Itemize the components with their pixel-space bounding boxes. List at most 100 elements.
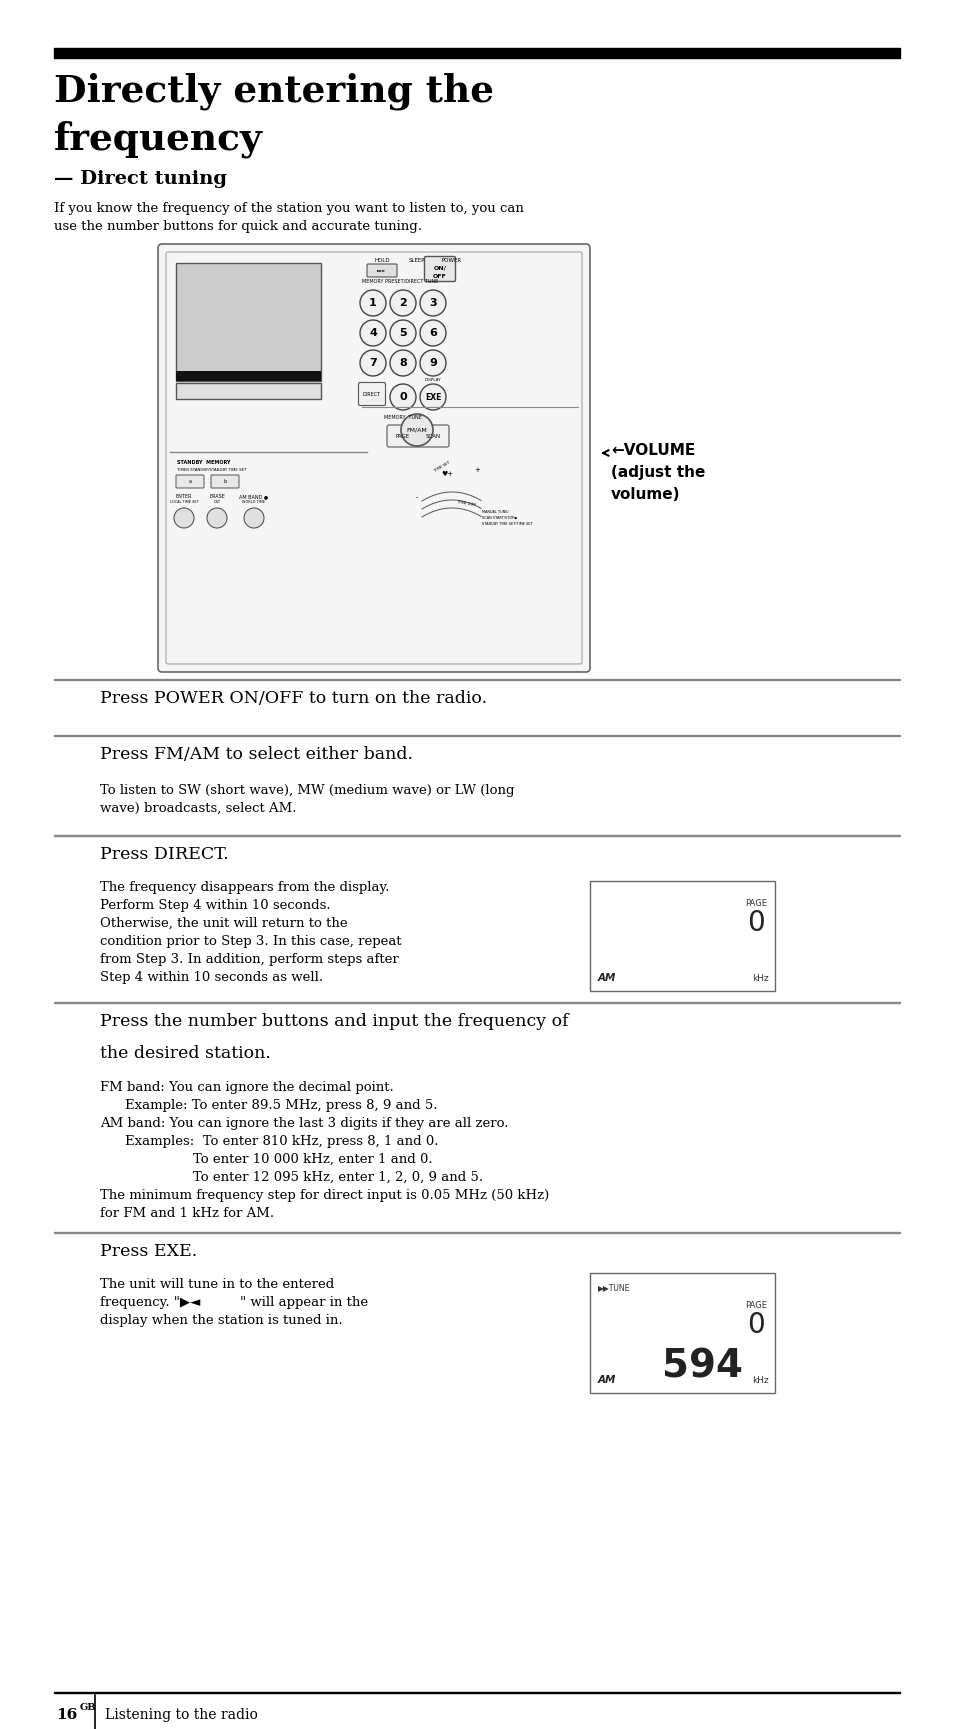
Text: DIRECT: DIRECT xyxy=(362,391,380,396)
Text: MEMORY PRESET/DIRECT TUNE: MEMORY PRESET/DIRECT TUNE xyxy=(361,278,437,284)
Circle shape xyxy=(390,320,416,346)
FancyBboxPatch shape xyxy=(416,425,449,448)
Text: Press the number buttons and input the frequency of: Press the number buttons and input the f… xyxy=(100,1013,568,1030)
Text: display when the station is tuned in.: display when the station is tuned in. xyxy=(100,1314,342,1326)
Text: To listen to SW (short wave), MW (medium wave) or LW (long
wave) broadcasts, sel: To listen to SW (short wave), MW (medium… xyxy=(100,783,514,814)
Text: PAGE: PAGE xyxy=(744,899,766,908)
Text: DST: DST xyxy=(213,500,220,503)
Text: If you know the frequency of the station you want to listen to, you can
use the : If you know the frequency of the station… xyxy=(54,202,523,233)
Text: AM band: You can ignore the last 3 digits if they are all zero.: AM band: You can ignore the last 3 digit… xyxy=(100,1117,508,1131)
Circle shape xyxy=(359,349,386,375)
Text: — Direct tuning: — Direct tuning xyxy=(54,169,227,188)
Text: 16: 16 xyxy=(56,1708,77,1722)
Circle shape xyxy=(390,384,416,410)
Text: ERASE: ERASE xyxy=(209,494,225,500)
Circle shape xyxy=(400,413,433,446)
Bar xyxy=(175,372,320,380)
Circle shape xyxy=(359,320,386,346)
Circle shape xyxy=(419,290,446,316)
Text: 8: 8 xyxy=(398,358,406,368)
Text: STANDBY  MEMORY: STANDBY MEMORY xyxy=(177,460,231,465)
Text: from Step 3. In addition, perform steps after: from Step 3. In addition, perform steps … xyxy=(100,953,398,967)
Text: WORLD TIME: WORLD TIME xyxy=(242,500,265,503)
Text: frequency. "▶◄   " will appear in the: frequency. "▶◄ " will appear in the xyxy=(100,1297,368,1309)
Text: frequency: frequency xyxy=(54,119,262,157)
Text: kHz: kHz xyxy=(752,973,768,984)
Text: +: + xyxy=(474,467,479,474)
Text: 594: 594 xyxy=(661,1347,742,1385)
Circle shape xyxy=(419,349,446,375)
Text: volume): volume) xyxy=(610,488,679,501)
Circle shape xyxy=(390,349,416,375)
Text: 5: 5 xyxy=(398,329,406,337)
Circle shape xyxy=(390,290,416,316)
FancyBboxPatch shape xyxy=(158,244,589,673)
Circle shape xyxy=(244,508,264,527)
Text: 0: 0 xyxy=(746,909,764,937)
Text: AM: AM xyxy=(598,1375,616,1385)
Text: Press EXE.: Press EXE. xyxy=(100,1243,197,1260)
Text: kHz: kHz xyxy=(752,1376,768,1385)
Text: Example: To enter 89.5 MHz, press 8, 9 and 5.: Example: To enter 89.5 MHz, press 8, 9 a… xyxy=(108,1100,437,1112)
Text: 9: 9 xyxy=(429,358,436,368)
Text: MANUAL TUNE/: MANUAL TUNE/ xyxy=(481,510,508,514)
Text: The frequency disappears from the display.: The frequency disappears from the displa… xyxy=(100,882,389,894)
Text: FM band: You can ignore the decimal point.: FM band: You can ignore the decimal poin… xyxy=(100,1081,394,1094)
Text: 0: 0 xyxy=(398,392,406,403)
Text: 7: 7 xyxy=(369,358,376,368)
Text: Listening to the radio: Listening to the radio xyxy=(105,1708,257,1722)
Bar xyxy=(175,384,320,399)
Text: FM/AM: FM/AM xyxy=(406,427,427,432)
Text: TIME DIFF: TIME DIFF xyxy=(456,500,476,507)
Text: The unit will tune in to the entered: The unit will tune in to the entered xyxy=(100,1278,334,1292)
Text: the desired station.: the desired station. xyxy=(100,1044,271,1062)
Circle shape xyxy=(419,320,446,346)
Text: SCAN: SCAN xyxy=(425,434,440,439)
Bar xyxy=(589,1273,774,1394)
Text: 4: 4 xyxy=(369,329,376,337)
Text: To enter 10 000 kHz, enter 1 and 0.: To enter 10 000 kHz, enter 1 and 0. xyxy=(108,1153,432,1165)
Text: MEMORY  TUNE: MEMORY TUNE xyxy=(384,415,421,420)
Text: ENTER: ENTER xyxy=(175,494,192,500)
Text: SLEEP: SLEEP xyxy=(408,258,425,263)
Text: EXE: EXE xyxy=(424,392,440,401)
Text: 1: 1 xyxy=(369,297,376,308)
Text: AM: AM xyxy=(598,973,616,984)
Text: PAGE: PAGE xyxy=(744,1300,766,1311)
Text: -: - xyxy=(416,494,417,500)
Bar xyxy=(589,882,774,991)
Circle shape xyxy=(207,508,227,527)
Text: (adjust the: (adjust the xyxy=(610,465,704,481)
Text: b: b xyxy=(223,479,226,484)
Text: LOCAL TIME SET: LOCAL TIME SET xyxy=(170,500,198,503)
Text: STANDBY TIME SET/TIME SET: STANDBY TIME SET/TIME SET xyxy=(481,522,532,526)
Text: 0: 0 xyxy=(746,1311,764,1338)
Text: Press FM/AM to select either band.: Press FM/AM to select either band. xyxy=(100,745,413,762)
Text: Examples:  To enter 810 kHz, press 8, 1 and 0.: Examples: To enter 810 kHz, press 8, 1 a… xyxy=(108,1134,438,1148)
Text: To enter 12 095 kHz, enter 1, 2, 0, 9 and 5.: To enter 12 095 kHz, enter 1, 2, 0, 9 an… xyxy=(108,1171,482,1184)
FancyBboxPatch shape xyxy=(424,256,455,282)
Text: Perform Step 4 within 10 seconds.: Perform Step 4 within 10 seconds. xyxy=(100,899,331,911)
Text: 6: 6 xyxy=(429,329,436,337)
Text: a: a xyxy=(189,479,192,484)
Text: OFF: OFF xyxy=(433,273,446,278)
Circle shape xyxy=(173,508,193,527)
FancyBboxPatch shape xyxy=(387,425,418,448)
Text: ▶▶TUNE: ▶▶TUNE xyxy=(598,1283,630,1292)
Text: ON/: ON/ xyxy=(433,266,446,270)
Text: 3: 3 xyxy=(429,297,436,308)
FancyBboxPatch shape xyxy=(175,475,204,488)
Text: DISPLAY: DISPLAY xyxy=(424,379,441,382)
Text: Directly entering the: Directly entering the xyxy=(54,73,494,109)
Bar xyxy=(54,48,899,59)
Text: The minimum frequency step for direct input is 0.05 MHz (50 kHz): The minimum frequency step for direct in… xyxy=(100,1190,549,1202)
Text: Step 4 within 10 seconds as well.: Step 4 within 10 seconds as well. xyxy=(100,972,323,984)
Text: PAGE: PAGE xyxy=(395,434,410,439)
Text: Press DIRECT.: Press DIRECT. xyxy=(100,845,229,863)
Circle shape xyxy=(419,384,446,410)
Bar xyxy=(175,263,320,380)
Text: Press POWER ON/OFF to turn on the radio.: Press POWER ON/OFF to turn on the radio. xyxy=(100,690,487,707)
Text: TIME SET: TIME SET xyxy=(433,460,451,472)
Text: POWER: POWER xyxy=(441,258,461,263)
Text: for FM and 1 kHz for AM.: for FM and 1 kHz for AM. xyxy=(100,1207,274,1221)
